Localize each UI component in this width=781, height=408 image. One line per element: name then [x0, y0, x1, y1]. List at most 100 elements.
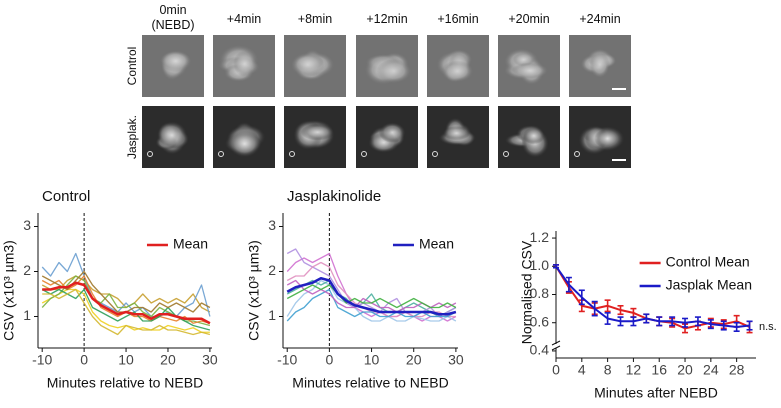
cell-signal: [589, 51, 610, 78]
legend-label: Control Mean: [666, 254, 750, 270]
series-line: [41, 252, 211, 318]
time-label: +12min: [366, 12, 408, 26]
error-bar: [617, 316, 624, 327]
time-label: +20min: [508, 12, 550, 26]
series-line: [41, 270, 211, 313]
time-label: 0min (NEBD): [151, 3, 195, 32]
cell-signal: [156, 121, 188, 150]
error-bar: [617, 304, 624, 316]
cell-signal: [228, 130, 262, 158]
series-line: [42, 288, 211, 336]
legend-label: Jasplak Mean: [666, 277, 752, 293]
series-line: [42, 281, 211, 325]
x-tick-label: 24: [703, 362, 719, 378]
error-bar: [604, 299, 611, 313]
time-label: +4min: [226, 12, 262, 26]
cell-signal: [594, 128, 621, 149]
x-tick-label: 0: [80, 352, 88, 368]
error-bar: [682, 317, 689, 328]
error-bar: [591, 300, 598, 317]
bead: [147, 151, 153, 157]
time-label: +8min: [297, 12, 333, 26]
series-line: [286, 248, 457, 318]
y-tick-label: 1: [23, 307, 31, 323]
error-bar: [630, 316, 637, 327]
cell-signal: [441, 60, 474, 82]
x-tick-label: 16: [651, 362, 667, 378]
cell-signal: [522, 127, 545, 145]
axis-break-gap: [552, 344, 560, 348]
series-line: [41, 288, 211, 331]
bead: [218, 151, 224, 157]
error-bar: [578, 289, 585, 306]
y-tick-label: 1: [268, 307, 276, 323]
x-tick-label: 10: [118, 352, 134, 368]
x-tick-label: 30: [448, 352, 464, 368]
y-axis-label: Normalised CSV: [519, 240, 535, 344]
bead: [289, 151, 295, 157]
chart: Control 1 2 3 -10 0 10 20 30 Minutes relative to …: [1, 188, 218, 391]
y-tick-label: 3: [268, 217, 276, 233]
series-line: [286, 276, 457, 316]
error-bar: [746, 320, 753, 331]
time-label: +16min: [437, 12, 479, 26]
series-line: [286, 284, 457, 309]
x-tick-label: 30: [202, 352, 218, 368]
error-bar: [643, 313, 650, 324]
y-tick-label: 2: [268, 262, 276, 278]
x-tick-label: 8: [604, 362, 612, 378]
y-axis-label: CSV (x10³ µm3): [1, 240, 17, 341]
x-tick-label: 20: [406, 352, 422, 368]
chart-title: Control: [42, 188, 90, 205]
row-label: Control: [125, 47, 139, 86]
y-tick-label: 1.2: [530, 229, 550, 245]
x-tick-label: 0: [325, 352, 333, 368]
legend-label: Mean: [173, 236, 208, 252]
x-tick-label: -10: [32, 352, 52, 368]
series-line: [286, 252, 457, 322]
annotation: n.s.: [759, 321, 777, 333]
error-bar: [553, 264, 559, 269]
cell-signal: [376, 58, 412, 84]
cell-signal: [290, 52, 325, 77]
error-bar: [669, 316, 676, 327]
bead: [574, 151, 580, 157]
cell-signal: [300, 123, 335, 141]
error-bar: [694, 316, 701, 327]
y-tick-label: 0.8: [530, 285, 550, 301]
y-tick-label: 3: [23, 217, 31, 233]
cell-signal: [378, 122, 406, 143]
x-tick-label: 0: [552, 362, 560, 378]
y-tick-label: 1.0: [530, 257, 550, 273]
x-axis-label: Minutes relative to NEBD: [47, 375, 203, 391]
chart-title: Jasplakinolide: [287, 188, 381, 205]
x-tick-label: 20: [160, 352, 176, 368]
x-tick-label: 20: [677, 362, 693, 378]
legend-label: Mean: [419, 236, 454, 252]
axis-break: [551, 345, 561, 351]
axis-break: [551, 340, 561, 346]
cell-signal: [511, 62, 549, 79]
bead: [432, 151, 438, 157]
x-tick-label: -10: [277, 352, 297, 368]
series-line: [286, 288, 457, 322]
series-line: [286, 279, 457, 322]
error-bar: [565, 276, 572, 293]
chart: 0.4 0.6 0.8 1.0 1.2 0 4 8 12 16 20 24 28 Minutes afte…: [519, 229, 777, 401]
cell-signal: [233, 50, 257, 77]
x-axis-label: Minutes after NEBD: [594, 385, 718, 401]
x-tick-label: 28: [729, 362, 745, 378]
error-bar: [720, 320, 727, 331]
row-label: Jasplak.: [125, 115, 139, 159]
error-bar: [604, 312, 611, 325]
cell-signal: [160, 50, 192, 73]
cell-signal: [442, 125, 471, 141]
time-label: +24min: [579, 12, 621, 26]
error-bar: [707, 319, 714, 330]
y-tick-label: 2: [23, 262, 31, 278]
x-tick-label: 10: [364, 352, 380, 368]
y-tick-label: 0.6: [530, 313, 550, 329]
